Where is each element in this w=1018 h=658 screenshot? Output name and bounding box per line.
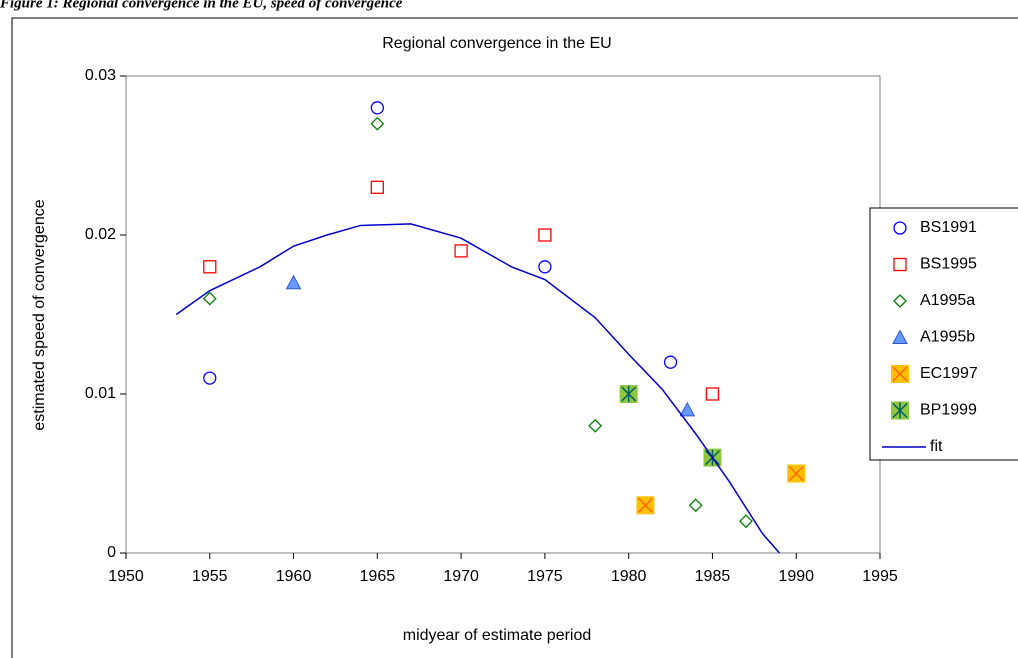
x-tick-label: 1990 — [778, 568, 814, 585]
caption: Figure 1: Regional convergence in the EU… — [0, 0, 403, 11]
legend-label: A1995a — [920, 292, 975, 309]
marker — [787, 464, 806, 483]
marker — [370, 180, 384, 194]
legend-swatch — [893, 294, 907, 308]
marker-cross — [637, 497, 653, 513]
marker — [588, 418, 603, 433]
y-tick-label: 0.02 — [85, 226, 116, 243]
x-tick-label: 1955 — [192, 568, 228, 585]
x-tick-label: 1965 — [360, 568, 396, 585]
marker — [203, 260, 217, 274]
marker — [663, 355, 678, 369]
marker — [370, 101, 384, 115]
x-tick-label: 1970 — [443, 568, 479, 585]
plot-area — [125, 75, 881, 554]
y-tick-label: 0.01 — [85, 385, 116, 402]
legend-label: EC1997 — [920, 365, 978, 382]
legend-label: A1995b — [920, 329, 975, 346]
marker — [538, 260, 552, 274]
y-tick-label: 0.03 — [85, 67, 116, 84]
marker — [538, 228, 552, 242]
legend-swatch — [891, 401, 909, 420]
marker — [739, 514, 753, 529]
marker — [679, 401, 696, 417]
y-tick-label: 0 — [107, 544, 116, 561]
marker — [285, 274, 302, 290]
legend-label: BS1991 — [920, 219, 977, 236]
chart-frame — [11, 17, 1018, 658]
x-tick-label: 1995 — [862, 568, 898, 585]
legend-swatch — [891, 365, 909, 383]
legend-label: fit — [930, 438, 943, 455]
marker — [636, 496, 655, 515]
legend-label: BS1995 — [920, 256, 977, 273]
legend-label: BP1999 — [920, 402, 977, 419]
marker — [203, 371, 217, 385]
marker — [454, 244, 468, 258]
legend-swatch — [892, 329, 908, 344]
x-tick-label: 1975 — [527, 568, 563, 585]
marker — [619, 385, 638, 403]
legend-swatch — [893, 257, 907, 272]
fit-line — [175, 223, 781, 554]
x-tick-label: 1950 — [108, 568, 144, 585]
x-axis-label: midyear of estimate period — [403, 627, 592, 644]
x-tick-label: 1960 — [276, 568, 312, 585]
marker — [370, 116, 385, 131]
chart-title: Regional convergence in the EU — [382, 35, 611, 52]
legend-swatch — [893, 221, 907, 235]
marker — [202, 291, 217, 306]
marker-cross — [788, 465, 804, 482]
y-axis-label: estimated speed of convergence — [31, 199, 48, 430]
marker-cross — [892, 366, 908, 382]
x-tick-label: 1980 — [611, 568, 647, 585]
marker — [688, 498, 703, 513]
marker — [705, 387, 720, 401]
x-tick-label: 1985 — [695, 568, 731, 585]
